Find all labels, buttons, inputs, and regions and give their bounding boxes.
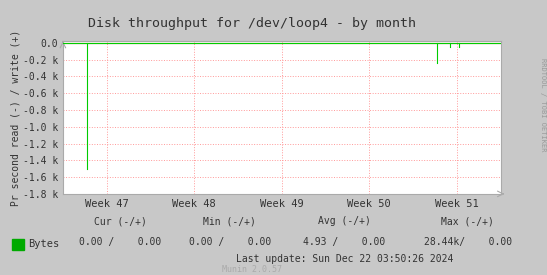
Text: Bytes: Bytes — [28, 239, 60, 249]
Text: Avg (-/+): Avg (-/+) — [318, 216, 371, 226]
Y-axis label: Pr second read (-) / write (+): Pr second read (-) / write (+) — [10, 29, 20, 206]
Text: 28.44k/    0.00: 28.44k/ 0.00 — [423, 237, 512, 247]
Text: 4.93 /    0.00: 4.93 / 0.00 — [304, 237, 386, 247]
Text: 0.00 /    0.00: 0.00 / 0.00 — [189, 237, 271, 247]
Text: 0.00 /    0.00: 0.00 / 0.00 — [79, 237, 161, 247]
Text: Munin 2.0.57: Munin 2.0.57 — [222, 265, 282, 274]
Text: Min (-/+): Min (-/+) — [203, 216, 256, 226]
Text: Last update: Sun Dec 22 03:50:26 2024: Last update: Sun Dec 22 03:50:26 2024 — [236, 254, 453, 264]
Text: RRDTOOL / TOBI OETIKER: RRDTOOL / TOBI OETIKER — [540, 58, 546, 151]
Text: Cur (-/+): Cur (-/+) — [94, 216, 147, 226]
Text: Max (-/+): Max (-/+) — [441, 216, 494, 226]
Text: Disk throughput for /dev/loop4 - by month: Disk throughput for /dev/loop4 - by mont… — [88, 16, 416, 29]
